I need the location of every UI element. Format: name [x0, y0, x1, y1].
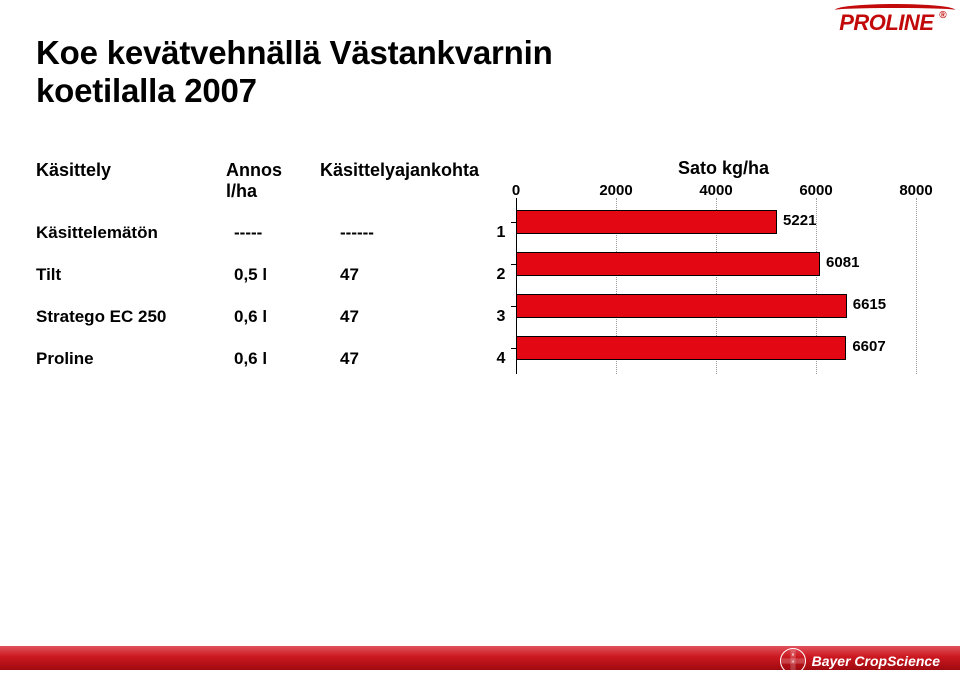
- col-header-dose: Annos l/ha: [226, 160, 316, 212]
- chart-bar-value: 6615: [853, 296, 886, 313]
- row-3-label: Proline: [36, 338, 226, 380]
- row-3-dose: 0,6 l: [226, 338, 316, 380]
- axis-tick-label: 8000: [899, 182, 932, 199]
- col-header-dose-sub: l/ha: [226, 181, 257, 201]
- chart-bar-value: 6607: [852, 338, 885, 355]
- row-3-idx: 4: [486, 338, 516, 380]
- row-1-label: Tilt: [36, 254, 226, 296]
- chart-plot-area: 5221 6081 6615 6607: [516, 202, 916, 378]
- col-header-timing: Käsittelyajankohta: [316, 160, 486, 212]
- row-2-timing: 47: [316, 296, 486, 338]
- row-0-label: Käsittelemätön: [36, 212, 226, 254]
- row-2-idx: 3: [486, 296, 516, 338]
- content-table: Käsittely Annos l/ha Käsittelyajankohta …: [36, 160, 931, 380]
- footer-logo: B A Bayer CropScience: [780, 648, 940, 674]
- axis-tick-label: 6000: [799, 182, 832, 199]
- chart-x-axis-labels: 02000400060008000: [516, 182, 916, 198]
- chart-title: Sato kg/ha: [678, 158, 769, 179]
- chart-bar: [516, 336, 846, 360]
- col-header-dose-main: Annos: [226, 160, 282, 180]
- chart-bar-value: 6081: [826, 254, 859, 271]
- row-2-label: Stratego EC 250: [36, 296, 226, 338]
- proline-logo-wrap: PROLINE ®: [786, 6, 946, 40]
- footer-brand-text: Bayer CropScience: [812, 653, 940, 669]
- col-header-treatment: Käsittely: [36, 160, 226, 212]
- axis-tick-label: 2000: [599, 182, 632, 199]
- row-1-timing: 47: [316, 254, 486, 296]
- page-title: Koe kevätvehnällä Västankvarnin koetilal…: [36, 34, 553, 110]
- table-grid: Käsittely Annos l/ha Käsittelyajankohta …: [36, 160, 931, 380]
- chart: Sato kg/ha 02000400060008000 52216081661…: [516, 160, 931, 380]
- row-2-dose: 0,6 l: [226, 296, 316, 338]
- title-line-2: koetilalla 2007: [36, 72, 553, 110]
- slide-root: PROLINE ® Koe kevätvehnällä Västankvarni…: [0, 0, 960, 696]
- chart-gridline: [916, 198, 917, 374]
- axis-tick-label: 0: [512, 182, 520, 199]
- row-0-idx: 1: [486, 212, 516, 254]
- chart-bar: [516, 294, 847, 318]
- bayer-cross-icon: B A: [780, 648, 806, 674]
- proline-logo: PROLINE ®: [839, 10, 946, 36]
- row-1-idx: 2: [486, 254, 516, 296]
- axis-tick-label: 4000: [699, 182, 732, 199]
- chart-bar: [516, 252, 820, 276]
- row-0-dose: -----: [226, 212, 316, 254]
- row-0-timing: ------: [316, 212, 486, 254]
- row-1-dose: 0,5 l: [226, 254, 316, 296]
- title-line-1: Koe kevätvehnällä Västankvarnin: [36, 34, 553, 72]
- chart-bar-value: 5221: [783, 212, 816, 229]
- registered-mark: ®: [939, 10, 946, 21]
- chart-bar: [516, 210, 777, 234]
- proline-logo-text: PROLINE: [839, 10, 933, 35]
- row-3-timing: 47: [316, 338, 486, 380]
